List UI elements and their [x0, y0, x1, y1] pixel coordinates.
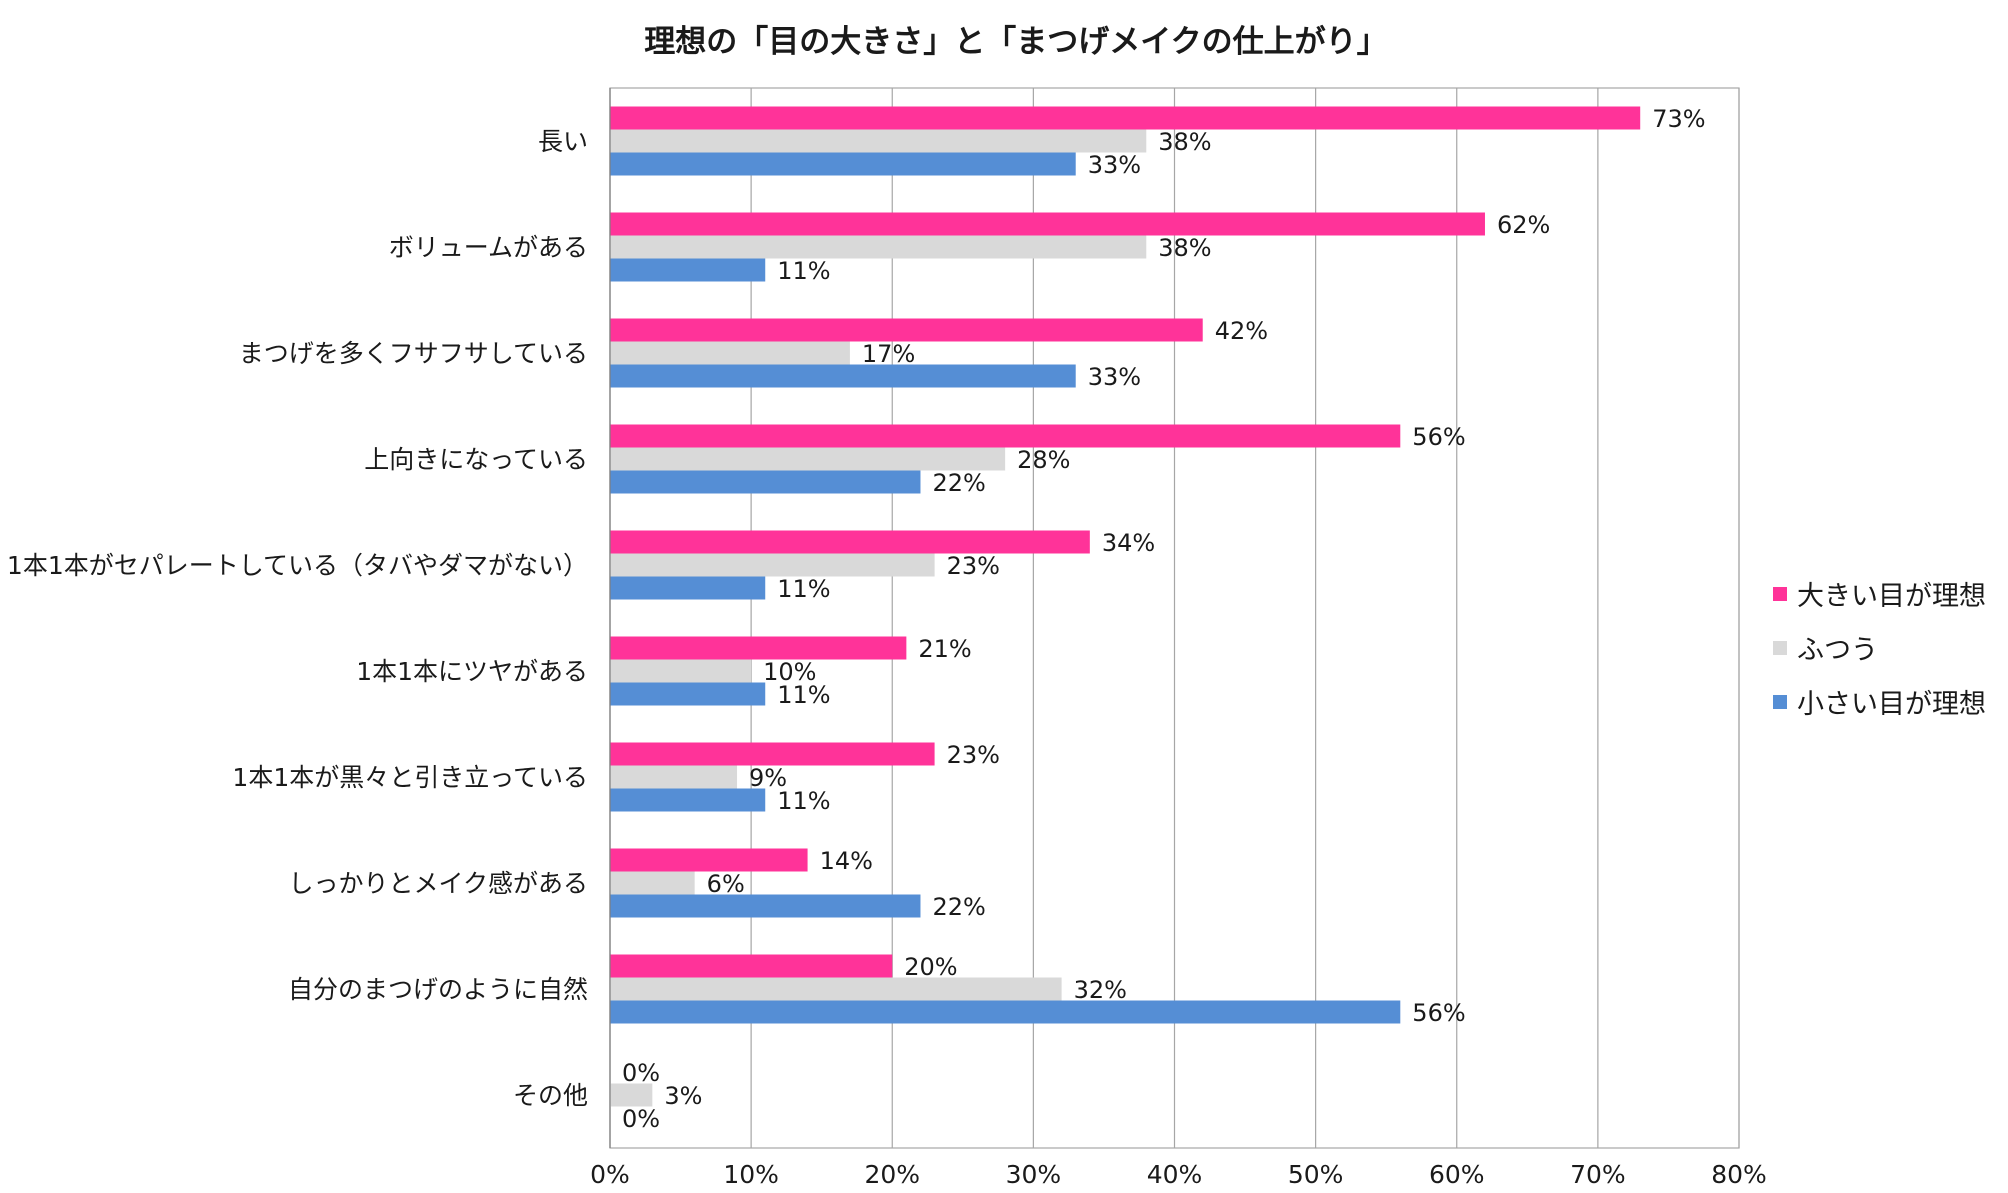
data-label: 38% [1158, 128, 1211, 156]
data-label: 22% [932, 893, 985, 921]
category-label: 自分のまつげのように自然 [288, 975, 588, 1004]
data-label: 23% [947, 741, 1000, 769]
category-label: 1本1本が黒々と引き立っている [232, 763, 588, 792]
bar [610, 341, 850, 365]
data-label: 11% [777, 681, 830, 709]
x-tick-label: 50% [1288, 1160, 1344, 1189]
bar [610, 788, 766, 812]
category-label: しっかりとメイク感がある [288, 869, 588, 898]
chart-title: 理想の「目の大きさ」と「まつげメイクの仕上がり」 [644, 24, 1387, 60]
bar [610, 871, 695, 895]
data-label: 11% [777, 257, 830, 285]
data-label: 38% [1158, 234, 1211, 262]
bar [610, 318, 1203, 342]
bar [610, 553, 935, 577]
data-label: 21% [918, 635, 971, 663]
data-label: 42% [1215, 317, 1268, 345]
bar [610, 576, 766, 600]
bar [610, 742, 935, 766]
data-label: 0% [622, 1059, 660, 1087]
data-label: 62% [1497, 211, 1550, 239]
category-label: その他 [513, 1081, 588, 1110]
data-label: 28% [1017, 446, 1070, 474]
bar [610, 530, 1090, 554]
data-label: 73% [1652, 105, 1705, 133]
data-label: 56% [1412, 423, 1465, 451]
data-label: 11% [777, 787, 830, 815]
data-label: 32% [1074, 976, 1127, 1004]
bar [610, 954, 893, 978]
bar [610, 470, 921, 494]
legend-label: 小さい目が理想 [1797, 689, 1986, 720]
bar [610, 235, 1147, 259]
x-tick-label: 60% [1429, 1160, 1485, 1189]
bar [610, 1083, 653, 1107]
bar [610, 212, 1485, 236]
legend-label: ふつう [1797, 635, 1878, 666]
plot-area: 0% 10% 20% 30% 40% 50% 60% 70% 80% 長い 73% 38% 33% ボリュ… [7, 87, 1767, 1189]
data-label: 33% [1088, 151, 1141, 179]
x-tick-label: 40% [1147, 1160, 1203, 1189]
data-label: 6% [707, 870, 745, 898]
legend-swatch [1773, 641, 1787, 655]
x-tick-label: 10% [723, 1160, 779, 1189]
data-label: 20% [904, 953, 957, 981]
data-label: 11% [777, 575, 830, 603]
category-label: 上向きになっている [364, 445, 588, 474]
data-label: 23% [947, 552, 1000, 580]
data-label: 34% [1102, 529, 1155, 557]
bar [610, 682, 766, 706]
bar [610, 129, 1147, 153]
bar [610, 424, 1401, 448]
data-label: 9% [749, 764, 787, 792]
data-label: 3% [664, 1082, 702, 1110]
data-label: 0% [622, 1105, 660, 1133]
bar [610, 447, 1006, 471]
data-label: 22% [932, 469, 985, 497]
bar [610, 765, 738, 789]
x-tick-label: 20% [864, 1160, 920, 1189]
bar [610, 258, 766, 282]
x-tick-label: 70% [1570, 1160, 1626, 1189]
data-label: 33% [1088, 363, 1141, 391]
x-tick-label: 30% [1006, 1160, 1062, 1189]
x-tick-label: 0% [590, 1160, 630, 1189]
bar [610, 636, 907, 660]
category-label: まつげを多くフサフサしている [239, 339, 588, 368]
bar [610, 659, 752, 683]
category-label: 1本1本がセパレートしている（タバやダマがない） [7, 551, 588, 580]
bar [610, 364, 1076, 388]
category-label: 1本1本にツヤがある [356, 657, 588, 686]
legend-swatch [1773, 695, 1787, 709]
category-label: 長い [538, 127, 588, 156]
data-label: 10% [763, 658, 816, 686]
bar [610, 894, 921, 918]
bar [610, 977, 1062, 1001]
x-tick-label: 80% [1711, 1160, 1767, 1189]
bar [610, 106, 1641, 130]
bar [610, 848, 808, 872]
bar [610, 1000, 1401, 1024]
legend-label: 大きい目が理想 [1797, 581, 1986, 612]
data-label: 56% [1412, 999, 1465, 1027]
bar [610, 152, 1076, 176]
data-label: 14% [820, 847, 873, 875]
legend-swatch [1773, 587, 1787, 601]
category-label: ボリュームがある [389, 233, 588, 262]
data-label: 17% [862, 340, 915, 368]
